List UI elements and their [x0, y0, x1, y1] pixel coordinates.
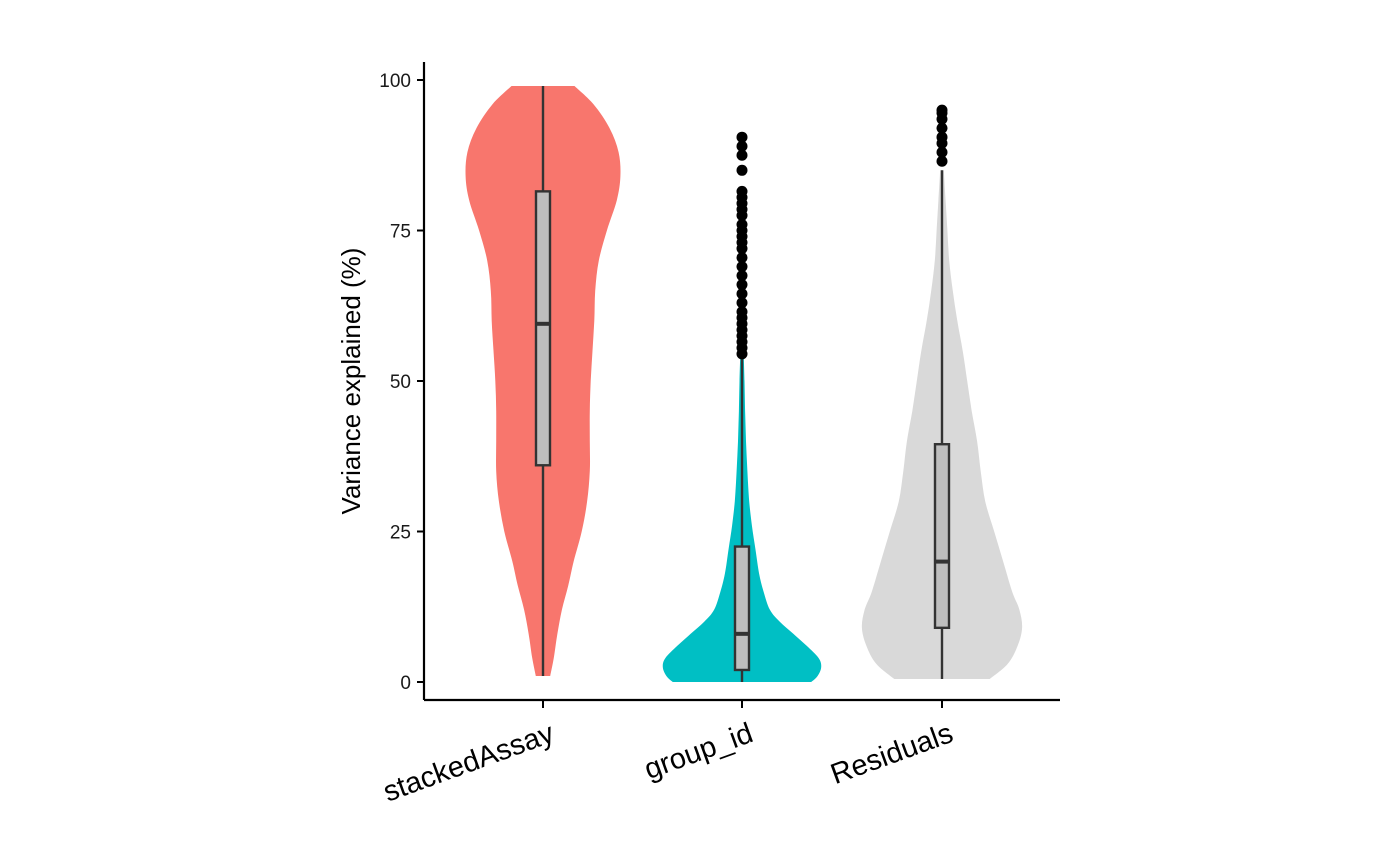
outlier-point-group-id: [736, 131, 748, 143]
outlier-point-group-id: [736, 218, 748, 230]
box-group-id: [733, 545, 751, 672]
x-tick-label: stackedAssay: [379, 717, 559, 808]
outlier-point-group-id: [736, 306, 748, 318]
outlier-point-residuals: [936, 155, 948, 167]
outlier-point-group-id: [736, 252, 748, 264]
outlier-point-group-id: [736, 288, 748, 300]
y-axis-ticks: 0 25 50 75 100: [379, 71, 424, 694]
outlier-point-group-id: [736, 261, 748, 273]
y-axis-title: Variance explained (%): [336, 248, 366, 515]
outlier-point-group-id: [736, 164, 748, 176]
outlier-point-group-id: [736, 185, 748, 197]
y-tick-label: 50: [390, 372, 411, 393]
outlier-point-group-id: [736, 140, 748, 152]
boxplot-layer: [534, 86, 951, 682]
y-tick-label: 0: [400, 673, 411, 694]
x-axis-ticks: stackedAssay group_id Residuals: [379, 700, 957, 809]
box-stackedassay: [534, 190, 552, 467]
y-tick-label: 100: [379, 71, 411, 92]
outlier-point-residuals: [936, 131, 948, 143]
y-tick-label: 75: [390, 222, 411, 243]
outlier-point-group-id: [736, 297, 748, 309]
outlier-point-residuals: [936, 122, 948, 134]
y-tick-label: 25: [390, 523, 411, 544]
outlier-point-residuals: [936, 146, 948, 158]
outlier-layer: [736, 104, 948, 360]
outlier-point-group-id: [736, 149, 748, 161]
x-tick-label: group_id: [640, 717, 757, 786]
x-tick-label: Residuals: [827, 717, 958, 791]
box-residuals: [933, 443, 951, 630]
outlier-point-group-id: [736, 270, 748, 282]
outlier-point-group-id: [736, 279, 748, 291]
outlier-point-residuals: [936, 104, 948, 116]
